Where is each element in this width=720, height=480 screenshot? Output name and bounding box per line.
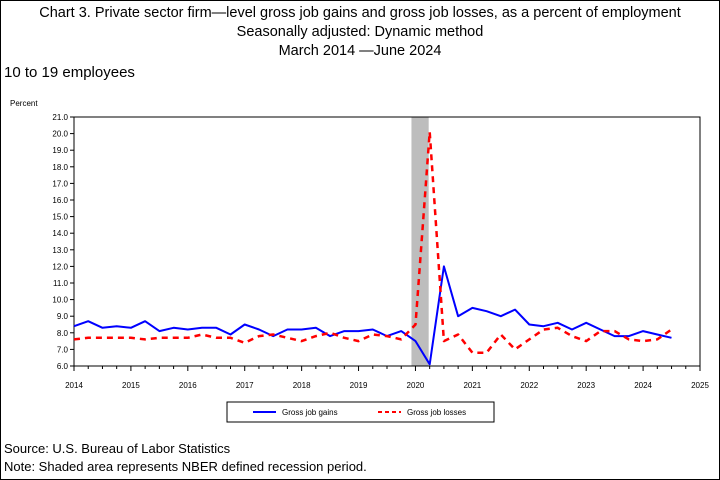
y-tick-label: 9.0 (57, 312, 69, 321)
series-layer (73, 130, 673, 366)
y-tick-label: 15.0 (52, 213, 68, 222)
chart-title: Chart 3. Private sector firm—level gross… (0, 4, 720, 61)
y-tick-label: 16.0 (52, 196, 68, 205)
x-tick-label: 2019 (350, 381, 368, 390)
x-tick-label: 2022 (520, 381, 538, 390)
y-tick-label: 13.0 (52, 246, 68, 255)
series-line-gross-job-losses (73, 130, 673, 354)
y-tick-label: 8.0 (57, 329, 69, 338)
x-tick-label: 2017 (236, 381, 254, 390)
x-tick-label: 2025 (691, 381, 709, 390)
y-tick-label: 7.0 (57, 345, 69, 354)
y-tick-label: 14.0 (52, 229, 68, 238)
x-tick-label: 2018 (293, 381, 311, 390)
y-tick-label: 12.0 (52, 262, 68, 271)
y-tick-label: 20.0 (52, 130, 68, 139)
x-tick-label: 2020 (407, 381, 425, 390)
x-tick-label: 2021 (463, 381, 481, 390)
chart-title-line-2: Seasonally adjusted: Dynamic method (236, 24, 484, 40)
recession-shade (411, 117, 429, 366)
y-tick-label: 19.0 (52, 146, 68, 155)
y-tick-label: 10.0 (52, 296, 68, 305)
chart-subtitle: 10 to 19 employees (4, 64, 135, 81)
x-tick-label: 2024 (634, 381, 652, 390)
chart-title-line-1: Chart 3. Private sector firm—level gross… (39, 5, 681, 21)
series-line-gross-job-gains (73, 265, 672, 366)
y-tick-label: 6.0 (57, 362, 69, 371)
y-tick-label: 17.0 (52, 179, 68, 188)
source-note: Source: U.S. Bureau of Labor Statistics (4, 441, 231, 456)
y-tick-label: 11.0 (53, 279, 69, 288)
x-tick-label: 2016 (179, 381, 197, 390)
chart-title-line-3: March 2014 —June 2024 (278, 43, 442, 59)
y-tick-label: 21.0 (52, 113, 68, 122)
x-tick-label: 2014 (65, 381, 83, 390)
axes-layer: 6.0 7.0 8.0 9.0 10.0 11.0 12.0 13.0 14.0 15.0 16.0… (52, 113, 709, 390)
legend-label-gross-job-losses: Gross job losses (407, 408, 466, 417)
x-tick-label: 2023 (577, 381, 595, 390)
y-tick-label: 18.0 (52, 163, 68, 172)
x-tick-label: 2015 (122, 381, 140, 390)
legend: Gross job gains Gross job losses (226, 401, 495, 423)
legend-box (226, 401, 495, 423)
y-axis-label: Percent (10, 99, 38, 108)
legend-label-gross-job-gains: Gross job gains (282, 408, 338, 417)
recession-layer (411, 117, 429, 366)
recession-note: Note: Shaded area represents NBER define… (4, 459, 367, 474)
